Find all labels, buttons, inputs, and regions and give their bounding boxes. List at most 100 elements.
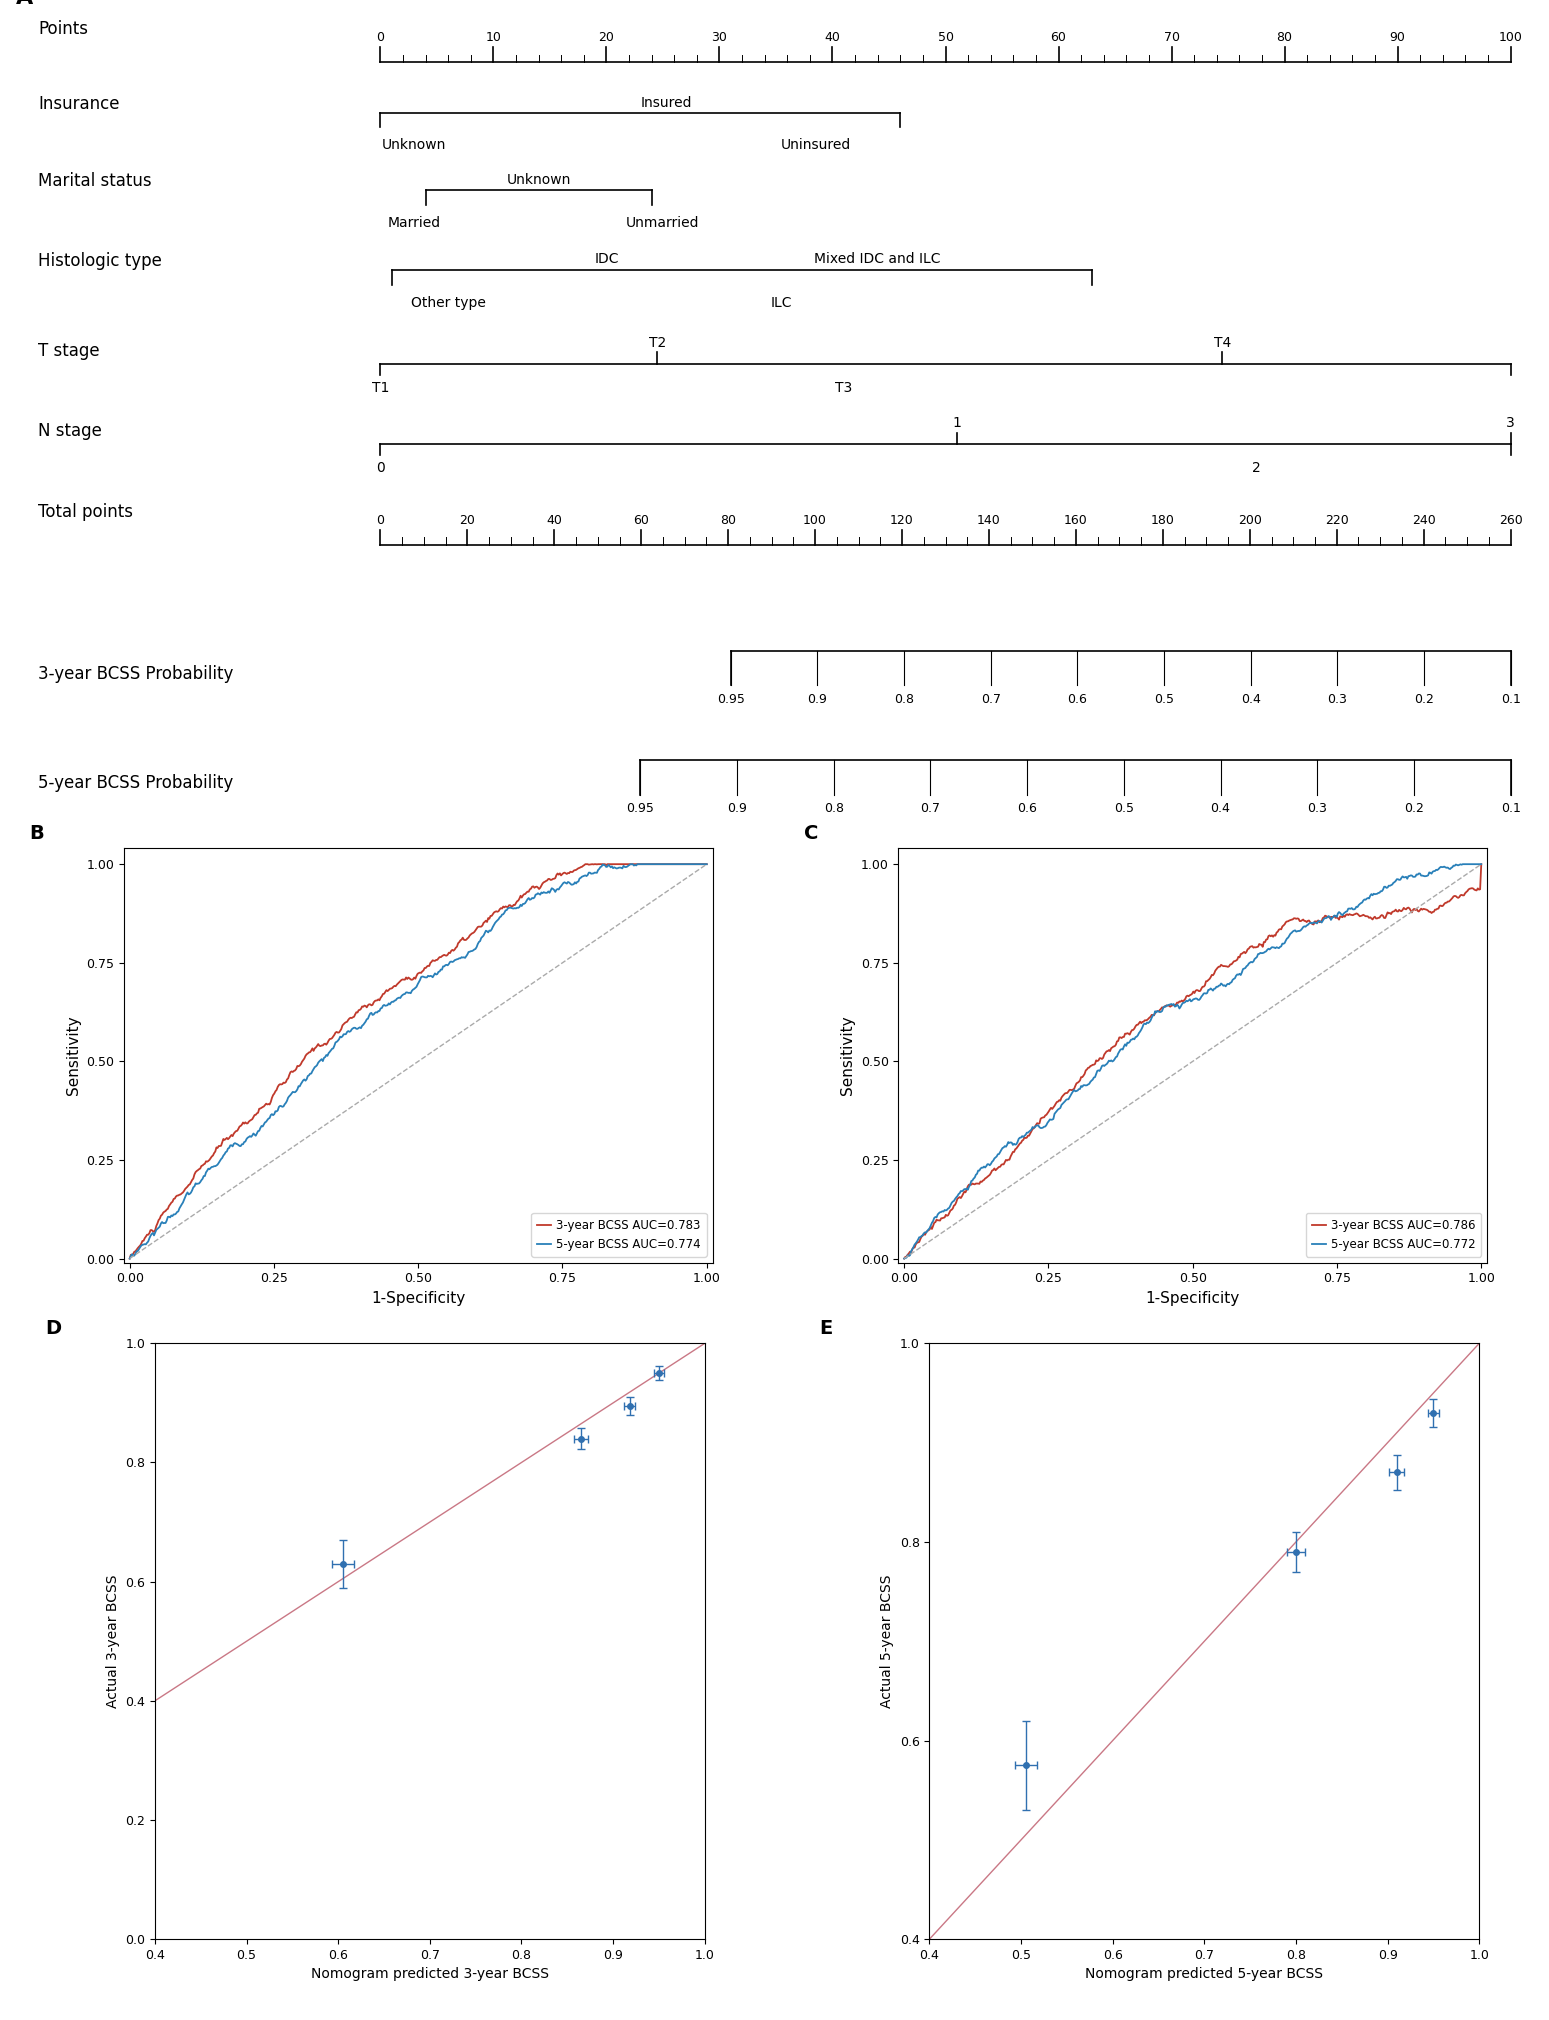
5-year BCSS AUC=0.774 <box>685 852 703 877</box>
Text: 0.8: 0.8 <box>894 693 914 705</box>
Text: T3: T3 <box>835 380 852 394</box>
3-year BCSS AUC=0.783 <box>697 852 716 877</box>
Text: 0.6: 0.6 <box>1018 802 1038 816</box>
Text: T stage: T stage <box>39 341 101 360</box>
5-year BCSS AUC=0.772 <box>1368 881 1386 905</box>
Text: 180: 180 <box>1151 513 1174 527</box>
X-axis label: Nomogram predicted 5-year BCSS: Nomogram predicted 5-year BCSS <box>1086 1967 1323 1982</box>
3-year BCSS AUC=0.783 <box>432 943 451 968</box>
Text: Total points: Total points <box>39 503 133 521</box>
Text: E: E <box>819 1319 833 1339</box>
3-year BCSS AUC=0.783 <box>685 852 703 877</box>
Text: 0.9: 0.9 <box>726 802 747 816</box>
Text: 2: 2 <box>1252 461 1261 475</box>
5-year BCSS AUC=0.774 <box>398 980 417 1004</box>
Text: Mixed IDC and ILC: Mixed IDC and ILC <box>815 252 940 267</box>
Text: IDC: IDC <box>595 252 618 267</box>
5-year BCSS AUC=0.774 <box>395 982 414 1006</box>
Text: T2: T2 <box>649 335 666 349</box>
Text: 3-year BCSS Probability: 3-year BCSS Probability <box>39 665 234 683</box>
Text: 0: 0 <box>376 513 384 527</box>
5-year BCSS AUC=0.774 <box>121 1246 139 1271</box>
Text: Marital status: Marital status <box>39 172 152 190</box>
Legend: 3-year BCSS AUC=0.783, 5-year BCSS AUC=0.774: 3-year BCSS AUC=0.783, 5-year BCSS AUC=0… <box>531 1212 706 1256</box>
Y-axis label: Sensitivity: Sensitivity <box>840 1016 855 1095</box>
Text: 50: 50 <box>937 30 954 44</box>
Text: Histologic type: Histologic type <box>39 252 163 271</box>
Text: 100: 100 <box>804 513 827 527</box>
Text: 1: 1 <box>953 416 962 430</box>
3-year BCSS AUC=0.783 <box>463 921 482 945</box>
Text: 20: 20 <box>460 513 476 527</box>
Text: 70: 70 <box>1163 30 1179 44</box>
5-year BCSS AUC=0.772 <box>1459 852 1478 877</box>
Text: 0.8: 0.8 <box>824 802 844 816</box>
3-year BCSS AUC=0.783 <box>595 852 613 877</box>
3-year BCSS AUC=0.786 <box>1472 852 1490 877</box>
Text: Other type: Other type <box>410 297 486 311</box>
Text: 80: 80 <box>1276 30 1292 44</box>
5-year BCSS AUC=0.774 <box>697 852 716 877</box>
Text: 160: 160 <box>1064 513 1087 527</box>
Text: Unknown: Unknown <box>507 174 572 188</box>
Line: 5-year BCSS AUC=0.774: 5-year BCSS AUC=0.774 <box>130 865 706 1258</box>
Text: 100: 100 <box>1498 30 1523 44</box>
X-axis label: 1-Specificity: 1-Specificity <box>372 1291 465 1305</box>
3-year BCSS AUC=0.783 <box>395 968 414 992</box>
Text: 30: 30 <box>711 30 728 44</box>
3-year BCSS AUC=0.786 <box>1458 879 1476 903</box>
Y-axis label: Sensitivity: Sensitivity <box>65 1016 81 1095</box>
Text: Insured: Insured <box>641 95 692 109</box>
Text: 40: 40 <box>547 513 562 527</box>
Text: T4: T4 <box>1214 335 1231 349</box>
Line: 5-year BCSS AUC=0.772: 5-year BCSS AUC=0.772 <box>905 865 1481 1258</box>
Text: 10: 10 <box>485 30 502 44</box>
Text: Married: Married <box>387 216 441 230</box>
Text: 3: 3 <box>1506 416 1515 430</box>
Text: Unmarried: Unmarried <box>626 216 700 230</box>
Text: 0.7: 0.7 <box>920 802 940 816</box>
3-year BCSS AUC=0.786 <box>1207 957 1225 982</box>
Text: 0.95: 0.95 <box>717 693 745 705</box>
Text: 80: 80 <box>720 513 736 527</box>
3-year BCSS AUC=0.786 <box>1169 990 1188 1014</box>
Text: 0.7: 0.7 <box>981 693 1001 705</box>
5-year BCSS AUC=0.774 <box>593 852 612 877</box>
Text: N stage: N stage <box>39 422 102 440</box>
Text: 0.1: 0.1 <box>1501 802 1521 816</box>
5-year BCSS AUC=0.774 <box>432 957 451 982</box>
5-year BCSS AUC=0.772 <box>1173 992 1191 1016</box>
Text: 140: 140 <box>977 513 1001 527</box>
Text: Uninsured: Uninsured <box>781 137 850 152</box>
Legend: 3-year BCSS AUC=0.786, 5-year BCSS AUC=0.772: 3-year BCSS AUC=0.786, 5-year BCSS AUC=0… <box>1306 1212 1481 1256</box>
Text: 120: 120 <box>891 513 914 527</box>
Y-axis label: Actual 3-year BCSS: Actual 3-year BCSS <box>105 1574 119 1709</box>
Text: 60: 60 <box>1050 30 1066 44</box>
Text: 20: 20 <box>598 30 615 44</box>
X-axis label: Nomogram predicted 3-year BCSS: Nomogram predicted 3-year BCSS <box>311 1967 548 1982</box>
Text: 0.3: 0.3 <box>1307 802 1327 816</box>
Text: C: C <box>804 824 818 842</box>
3-year BCSS AUC=0.783 <box>576 852 595 877</box>
Text: 0.5: 0.5 <box>1154 693 1174 705</box>
Text: Points: Points <box>39 20 88 38</box>
Text: 260: 260 <box>1499 513 1523 527</box>
Text: A: A <box>15 0 34 8</box>
Text: B: B <box>29 824 45 842</box>
Text: 0: 0 <box>376 461 384 475</box>
Text: 0.4: 0.4 <box>1211 802 1230 816</box>
Text: 0.2: 0.2 <box>1414 693 1434 705</box>
Line: 3-year BCSS AUC=0.783: 3-year BCSS AUC=0.783 <box>130 865 706 1258</box>
Y-axis label: Actual 5-year BCSS: Actual 5-year BCSS <box>880 1574 894 1709</box>
Line: 3-year BCSS AUC=0.786: 3-year BCSS AUC=0.786 <box>905 865 1481 1258</box>
Text: 0.2: 0.2 <box>1403 802 1424 816</box>
5-year BCSS AUC=0.772 <box>1169 994 1188 1018</box>
Text: T1: T1 <box>372 380 389 394</box>
Text: 220: 220 <box>1324 513 1349 527</box>
5-year BCSS AUC=0.774 <box>463 939 482 964</box>
Text: ILC: ILC <box>771 297 793 311</box>
Text: 0.95: 0.95 <box>626 802 654 816</box>
Text: 0.6: 0.6 <box>1067 693 1087 705</box>
Text: 240: 240 <box>1411 513 1436 527</box>
5-year BCSS AUC=0.772 <box>1453 852 1472 877</box>
